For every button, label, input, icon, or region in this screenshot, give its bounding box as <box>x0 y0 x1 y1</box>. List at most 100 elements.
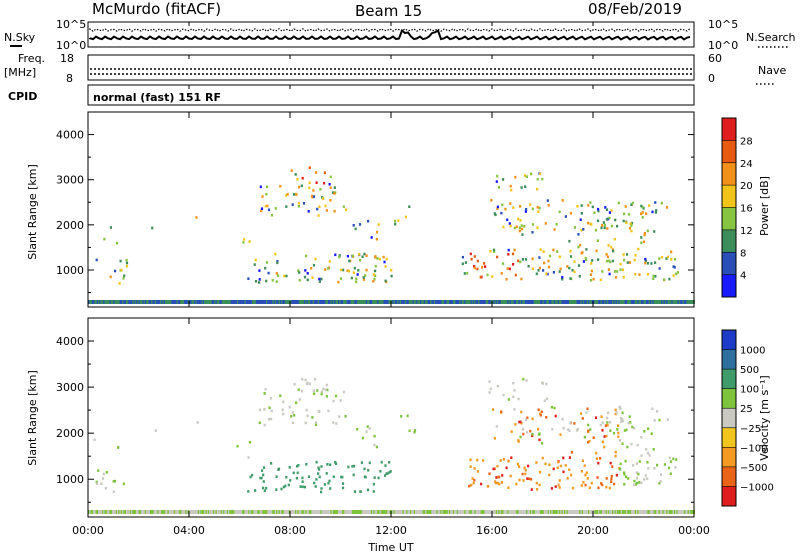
ground-scatter-cell <box>439 300 442 304</box>
data-cell <box>297 205 300 208</box>
ground-scatter-cell <box>584 510 587 514</box>
data-cell <box>332 475 335 479</box>
data-cell <box>263 489 266 493</box>
data-cell <box>338 254 341 257</box>
data-cell <box>636 443 639 447</box>
data-cell <box>608 216 611 220</box>
ground-scatter-cell <box>329 510 332 514</box>
data-cell <box>531 267 534 270</box>
data-cell <box>195 216 198 219</box>
data-cell <box>640 241 643 245</box>
data-cell <box>320 392 323 396</box>
data-cell <box>546 199 549 202</box>
data-cell <box>151 226 154 230</box>
ground-scatter-cell <box>576 510 579 514</box>
ground-scatter-cell <box>532 510 535 514</box>
data-cell <box>629 421 632 424</box>
ground-scatter-cell <box>144 300 147 304</box>
ground-scatter-cell <box>391 300 394 304</box>
ground-scatter-cell <box>268 510 271 514</box>
data-cell <box>623 258 626 262</box>
ground-scatter-cell <box>459 300 462 304</box>
ground-scatter-cell <box>484 510 487 514</box>
data-cell <box>535 481 538 485</box>
data-cell <box>596 239 599 242</box>
noise-search-trace <box>89 28 691 32</box>
ground-scatter-cell <box>625 300 628 304</box>
data-cell <box>483 262 486 265</box>
ground-scatter-cell <box>338 300 341 304</box>
ground-scatter-cell <box>114 300 117 304</box>
ground-scatter-cell <box>118 300 121 304</box>
ground-scatter-cell <box>533 510 536 514</box>
data-cell <box>522 432 525 436</box>
data-cell <box>537 210 540 213</box>
data-cell <box>463 272 466 275</box>
ground-scatter-cell <box>322 300 325 304</box>
ground-scatter-cell <box>436 300 439 304</box>
data-cell <box>527 477 531 481</box>
data-cell <box>305 408 308 412</box>
data-cell <box>596 476 599 479</box>
ground-scatter-cell <box>255 300 259 304</box>
velocity-y-label: Slant Range [km] <box>26 370 39 466</box>
data-cell <box>306 414 309 418</box>
data-cell <box>384 474 387 477</box>
data-cell <box>640 436 643 439</box>
ground-scatter-cell <box>581 510 584 514</box>
ground-scatter-cell <box>90 300 93 304</box>
ground-scatter-cell <box>291 510 294 514</box>
data-cell <box>580 484 583 487</box>
data-cell <box>640 236 643 239</box>
ground-scatter-cell <box>683 300 687 304</box>
ground-scatter-cell <box>577 510 581 514</box>
data-cell <box>593 211 596 214</box>
ground-scatter-cell <box>670 300 673 304</box>
data-cell <box>295 401 298 405</box>
data-cell <box>303 275 307 279</box>
ground-scatter-cell <box>146 300 149 304</box>
data-cell <box>488 380 491 383</box>
ground-scatter-cell <box>176 510 179 514</box>
ground-scatter-cell <box>175 300 178 304</box>
data-cell <box>601 440 604 444</box>
data-cell <box>644 259 647 262</box>
data-cell <box>580 228 583 232</box>
ground-scatter-cell <box>130 300 134 304</box>
data-cell <box>527 464 530 468</box>
data-cell <box>196 421 199 424</box>
ground-scatter-cell <box>312 300 315 304</box>
data-cell <box>486 485 489 488</box>
ground-scatter-cell <box>124 300 127 304</box>
data-cell <box>390 268 393 272</box>
data-cell <box>605 218 608 221</box>
data-cell <box>547 265 551 269</box>
data-cell <box>345 208 348 211</box>
ground-scatter-cell <box>151 300 154 304</box>
ground-scatter-cell <box>153 300 156 304</box>
ground-scatter-cell <box>671 300 674 304</box>
ground-scatter-cell <box>654 510 658 514</box>
data-cell <box>332 399 335 403</box>
ground-scatter-cell <box>191 300 194 304</box>
data-cell <box>316 389 319 392</box>
ground-scatter-cell <box>478 300 481 304</box>
data-cell <box>356 428 359 431</box>
ground-scatter-cell <box>499 300 502 304</box>
ground-scatter-cell <box>638 300 641 304</box>
data-cell <box>660 255 664 259</box>
ground-scatter-cell <box>153 510 156 514</box>
data-cell <box>635 471 638 474</box>
data-cell <box>625 253 629 256</box>
ground-scatter-cell <box>250 510 254 514</box>
data-cell <box>656 463 659 467</box>
ground-scatter-cell <box>104 510 107 514</box>
ground-scatter-cell <box>112 300 115 304</box>
ground-scatter-cell <box>552 300 555 304</box>
ground-scatter-cell <box>147 510 150 514</box>
data-cell <box>374 269 377 273</box>
ground-scatter-cell <box>399 510 402 514</box>
ground-scatter-cell <box>163 300 166 304</box>
data-cell <box>531 432 534 436</box>
